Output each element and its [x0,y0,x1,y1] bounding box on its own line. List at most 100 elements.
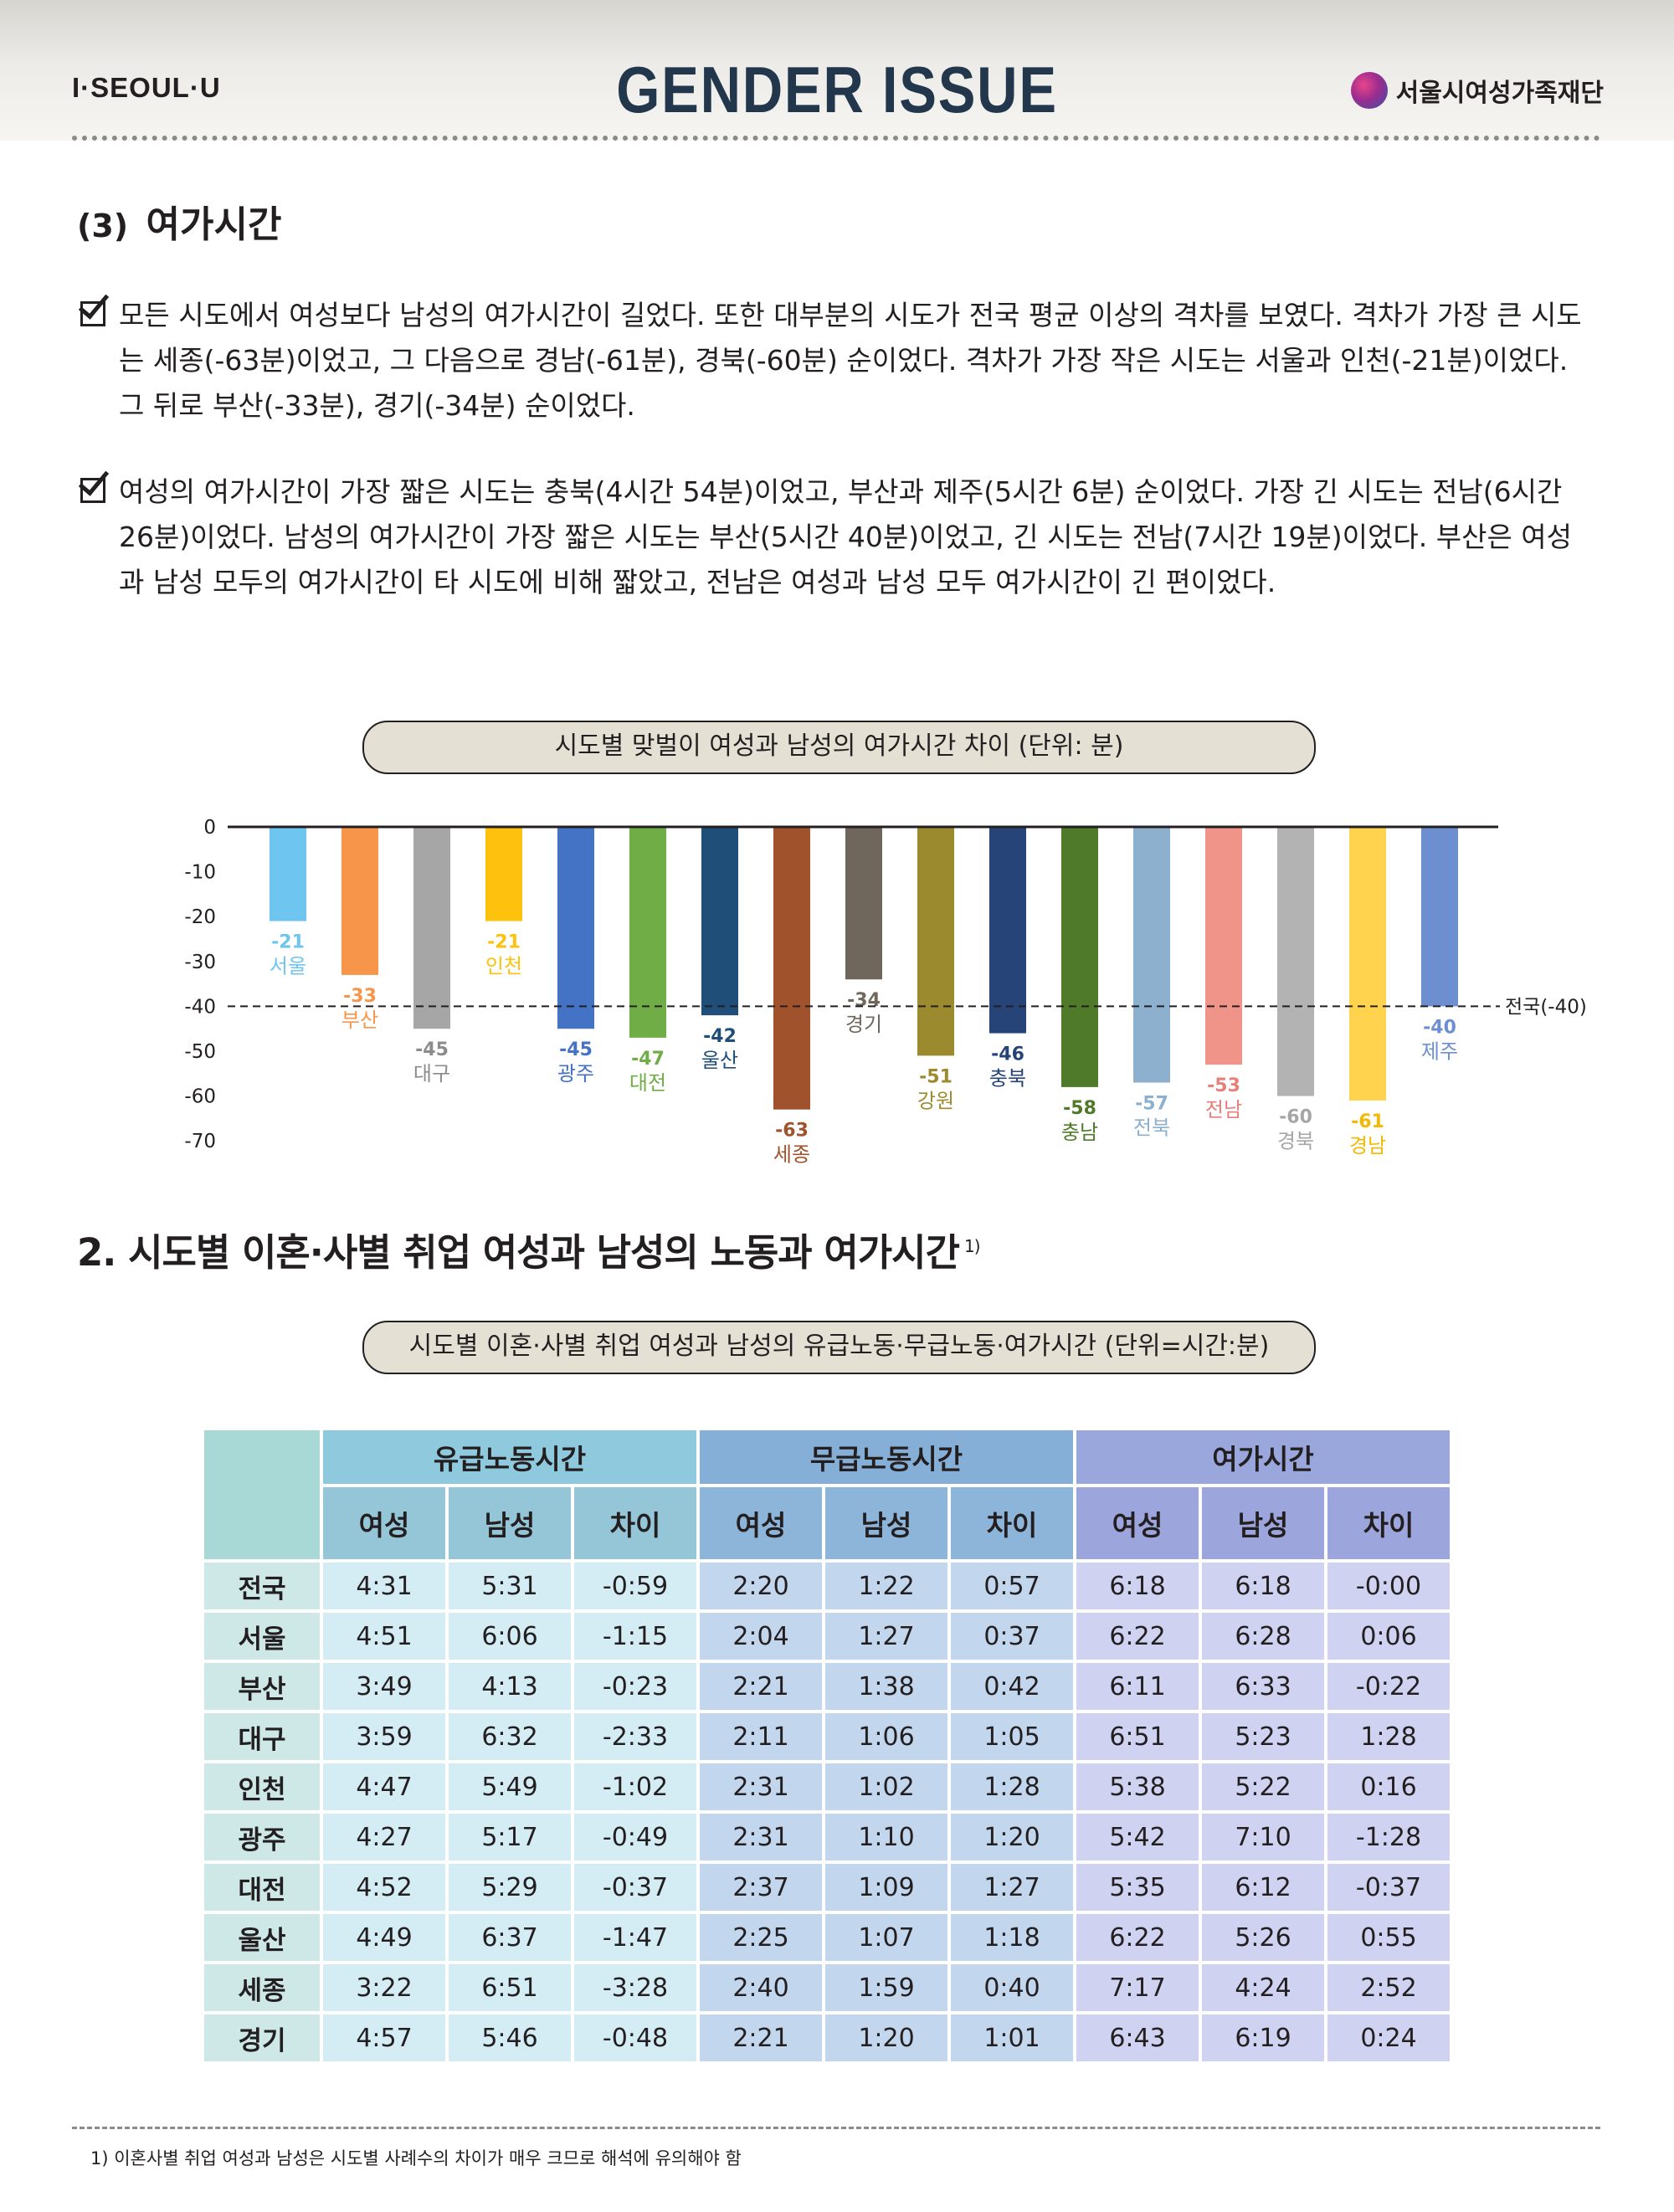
table-cell: 0:06 [1327,1613,1450,1660]
table-cell: 5:23 [1202,1713,1324,1760]
data-label: -57 [1135,1094,1168,1115]
table-cell: 1:20 [825,2014,947,2061]
table-cell: 2:37 [700,1864,822,1911]
table-cell: 2:04 [700,1613,822,1660]
table-row: 부산 3:49 4:13 -0:23 2:21 1:38 0:42 6:11 6:33 -0:22 [204,1663,1450,1710]
data-label: -60 [1279,1107,1312,1128]
table-cell: 1:05 [951,1713,1073,1760]
foundation-logo: 서울시여성가족재단 [1350,72,1604,109]
subheader-cell: 여성 [323,1487,445,1559]
subheader-cell: 여성 [1076,1487,1199,1559]
category-label: 광주 [557,1062,594,1085]
data-label: -63 [775,1121,809,1142]
group-header-leisure: 여가시간 [1076,1430,1450,1484]
table-cell: 2:31 [700,1763,822,1810]
table-cell: -0:23 [574,1663,696,1710]
table-corner [204,1430,320,1559]
table-title-pill: 시도별 이혼·사별 취업 여성과 남성의 유급노동·무급노동·여가시간 (단위=… [362,1321,1316,1374]
page-header: I·SEOUL·U GENDER ISSUE 서울시여성가족재단 [0,0,1674,141]
bar-대구 [413,827,450,1029]
bar-경남 [1349,827,1386,1101]
table-cell: -0:00 [1327,1563,1450,1609]
table-cell: 5:35 [1076,1864,1199,1911]
bar-경기 [845,827,882,980]
table-cell: 4:51 [323,1613,445,1660]
bar-충북 [989,827,1026,1034]
table-cell: 0:55 [1327,1914,1450,1961]
bar-세종 [773,827,810,1110]
table-cell: 2:40 [700,1964,822,2011]
table-cell: -0:48 [574,2014,696,2061]
y-tick-label: -70 [184,1131,216,1152]
section-heading-divorced: 2. 시도별 이혼·사별 취업 여성과 남성의 노동과 여가시간 1) [77,1222,980,1276]
table-cell: -1:47 [574,1914,696,1961]
category-label: 강원 [917,1089,954,1112]
data-label: -42 [703,1026,737,1047]
category-label: 서울 [270,955,306,978]
group-header-unpaid: 무급노동시간 [700,1430,1073,1484]
y-tick-label: -60 [184,1086,216,1108]
table-cell: 1:10 [825,1814,947,1860]
table-cell: 6:37 [449,1914,571,1961]
table-cell: 4:47 [323,1763,445,1810]
subheader-cell: 여성 [700,1487,822,1559]
table-cell: 5:38 [1076,1763,1199,1810]
table-cell: 4:27 [323,1814,445,1860]
row-label: 전국 [204,1563,320,1609]
row-label: 부산 [204,1663,320,1710]
table-row: 울산 4:49 6:37 -1:47 2:25 1:07 1:18 6:22 5:26 0:55 [204,1914,1450,1961]
table-row: 대전 4:52 5:29 -0:37 2:37 1:09 1:27 5:35 6:12 -0:37 [204,1864,1450,1911]
chart-title: 시도별 맞벌이 여성과 남성의 여가시간 차이 (단위: 분) [554,731,1124,761]
category-label: 경남 [1349,1134,1386,1157]
table-cell: 3:49 [323,1663,445,1710]
table-cell: 3:59 [323,1713,445,1760]
table-cell: 6:51 [1076,1713,1199,1760]
bar-전북 [1133,827,1170,1083]
leisure-gap-bar-chart: 0-10-20-30-40-50-60-70-21서울-33부산-45대구-21… [184,817,1586,1167]
checkbox-icon [78,464,110,503]
section2-title: 2. 시도별 이혼·사별 취업 여성과 남성의 노동과 여가시간 [77,1230,960,1275]
table-cell: 6:18 [1202,1563,1324,1609]
row-label: 인천 [204,1763,320,1810]
table-cell: 6:22 [1076,1914,1199,1961]
table-cell: 4:31 [323,1563,445,1609]
bar-충남 [1061,827,1098,1087]
table-cell: -0:22 [1327,1663,1450,1710]
subheader-cell: 차이 [1327,1487,1450,1559]
footnote: 1) 이혼사별 취업 여성과 남성은 시도별 사례수의 차이가 매우 크므로 해… [90,2148,742,2168]
footnote-divider [72,2127,1600,2129]
table-cell: 1:20 [951,1814,1073,1860]
bar-대전 [629,827,666,1038]
row-label: 대전 [204,1864,320,1911]
table-cell: 5:22 [1202,1763,1324,1810]
table-cell: -1:28 [1327,1814,1450,1860]
y-tick-label: -10 [184,862,216,884]
category-label: 전북 [1133,1116,1170,1140]
row-label: 서울 [204,1613,320,1660]
data-label: -21 [487,932,521,953]
table-cell: -1:15 [574,1613,696,1660]
category-label: 경북 [1277,1130,1314,1153]
data-label: -34 [847,990,881,1011]
table-cell: 6:06 [449,1613,571,1660]
newsletter-title: GENDER ISSUE [616,53,1058,126]
bar-부산 [341,827,378,975]
table-cell: -0:37 [1327,1864,1450,1911]
table-cell: 1:07 [825,1914,947,1961]
category-label: 충북 [989,1067,1026,1091]
category-label: 인천 [485,955,522,978]
category-label: 전남 [1205,1098,1242,1121]
chart-title-pill: 시도별 맞벌이 여성과 남성의 여가시간 차이 (단위: 분) [362,721,1316,774]
table-cell: 4:52 [323,1864,445,1911]
table-cell: 1:38 [825,1663,947,1710]
bar-전남 [1205,827,1242,1065]
table-cell: 4:13 [449,1663,571,1710]
table-cell: 5:31 [449,1563,571,1609]
category-label: 부산 [341,1008,378,1032]
table-cell: 5:29 [449,1864,571,1911]
bar-경북 [1277,827,1314,1096]
table-cell: 6:28 [1202,1613,1324,1660]
table-cell: 1:18 [951,1914,1073,1961]
table-cell: -0:37 [574,1864,696,1911]
data-label: -33 [343,986,377,1007]
